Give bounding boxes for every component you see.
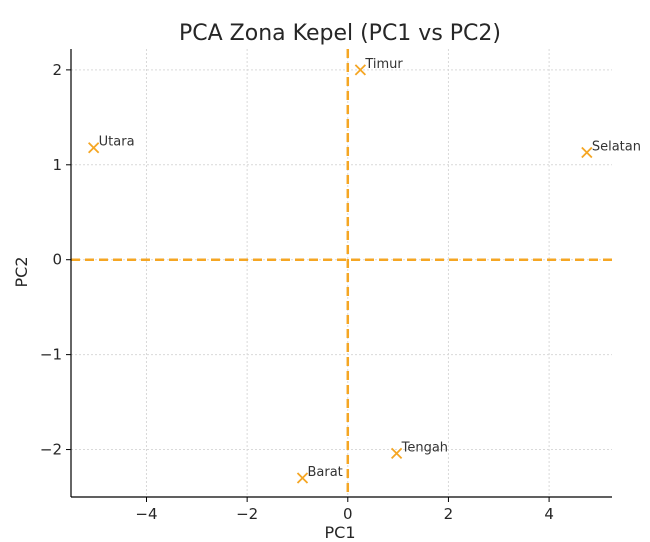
y-tick-label: 2 <box>52 61 62 79</box>
x-tick-label: 0 <box>343 505 353 523</box>
x-tick-label: 4 <box>544 505 554 523</box>
point-label: Barat <box>307 465 342 480</box>
chart-title: PCA Zona Kepel (PC1 vs PC2) <box>179 21 501 46</box>
point-marker <box>296 472 309 484</box>
data-point-timur: Timur <box>354 57 403 76</box>
grid-lines <box>71 49 612 497</box>
point-label: Tengah <box>401 440 448 455</box>
data-point-barat: Barat <box>296 465 343 484</box>
point-label: Selatan <box>592 139 641 154</box>
y-axis-label: PC2 <box>12 257 31 288</box>
point-marker <box>88 142 100 154</box>
y-tick-label: 0 <box>52 251 62 269</box>
point-marker <box>390 447 403 459</box>
data-point-tengah: Tengah <box>390 440 448 459</box>
point-label: Utara <box>99 135 135 150</box>
x-axis-label: PC1 <box>325 523 356 542</box>
y-tick-label: −2 <box>40 441 62 459</box>
reference-lines <box>71 49 612 497</box>
axes <box>70 49 612 498</box>
data-point-selatan: Selatan <box>581 139 641 159</box>
x-tick-label: −2 <box>236 505 258 523</box>
ticks: −4 −2 0 2 4 −2 −1 0 1 2 <box>40 61 554 523</box>
data-points: Timur Utara Selatan Tengah Barat <box>88 57 641 484</box>
data-point-utara: Utara <box>88 135 135 154</box>
y-tick-label: 1 <box>52 156 62 174</box>
y-tick-label: −1 <box>40 346 62 364</box>
x-tick-label: −4 <box>135 505 157 523</box>
x-tick-label: 2 <box>444 505 454 523</box>
point-marker <box>581 146 593 159</box>
point-label: Timur <box>364 57 403 72</box>
point-marker <box>354 64 367 76</box>
